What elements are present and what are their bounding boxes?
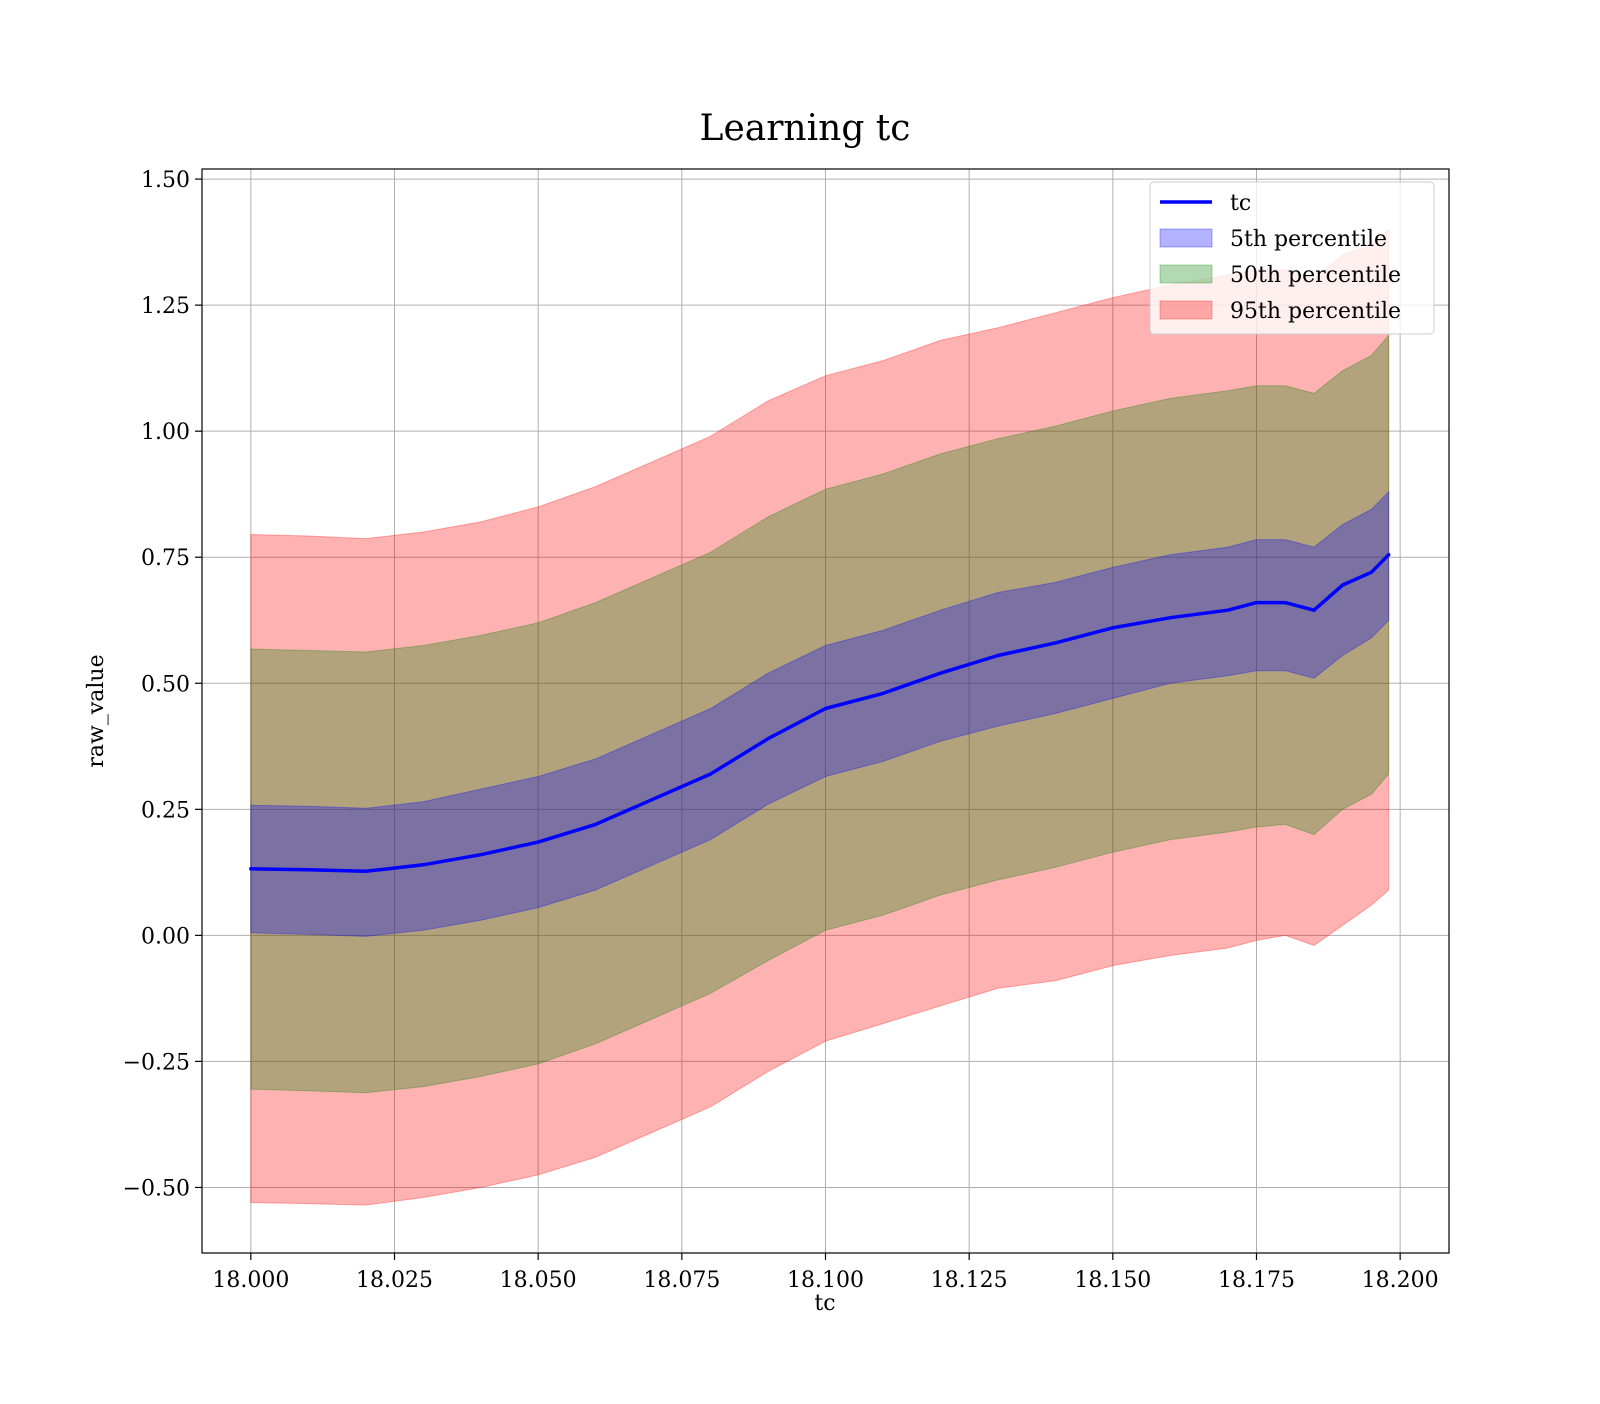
x-tick-label: 18.200 [1362, 1268, 1439, 1293]
band-50th-percentile [250, 334, 1390, 1094]
x-tick-label: 18.025 [356, 1268, 433, 1293]
y-tick-label: 1.25 [141, 294, 190, 319]
chart-legend: tc 5th percentile 50th percentile 95th perc… [1149, 181, 1435, 335]
y-axis-ticks: −0.50 −0.25 0.00 0.25 0.50 0.75 1.00 1.25 1.50 [123, 168, 202, 1201]
legend-label-95th-percentile: 95th percentile [1230, 299, 1401, 324]
legend-label-tc: tc [1230, 191, 1251, 216]
x-tick-label: 18.175 [1218, 1268, 1295, 1293]
band-5th-percentile [250, 490, 1390, 937]
x-axis-label: tc [814, 1291, 835, 1316]
y-tick-label: 0.00 [141, 924, 190, 949]
x-tick-label: 18.150 [1074, 1268, 1151, 1293]
x-tick-label: 18.000 [212, 1268, 289, 1293]
x-tick-label: 18.125 [931, 1268, 1008, 1293]
y-axis-label: raw_value [84, 654, 109, 767]
y-tick-label: 0.75 [141, 546, 190, 571]
x-axis-ticks: 18.000 18.025 18.050 18.075 18.100 18.125 18.1… [212, 1253, 1439, 1293]
y-tick-label: 1.00 [141, 420, 190, 445]
x-tick-label: 18.075 [643, 1268, 720, 1293]
y-tick-label: −0.50 [123, 1176, 190, 1201]
legend-label-50th-percentile: 50th percentile [1230, 263, 1401, 288]
legend-box [1149, 181, 1435, 335]
band-95th-percentile [250, 228, 1390, 1206]
y-tick-label: 0.25 [141, 798, 190, 823]
y-tick-label: −0.25 [123, 1050, 190, 1075]
legend-label-5th-percentile: 5th percentile [1230, 227, 1387, 252]
y-tick-label: 1.50 [141, 168, 190, 193]
grid-lines [202, 169, 1449, 1253]
x-tick-label: 18.100 [787, 1268, 864, 1293]
legend-swatch-50th-percentile [1159, 264, 1213, 284]
legend-swatch-5th-percentile [1159, 228, 1213, 248]
percentile-bands [250, 228, 1390, 1206]
x-tick-label: 18.050 [500, 1268, 577, 1293]
series-line-tc [249, 552, 1391, 874]
legend-swatch-95th-percentile [1159, 300, 1213, 320]
y-tick-label: 0.50 [141, 672, 190, 697]
chart-title: Learning tc [700, 108, 911, 149]
series-lines [249, 552, 1391, 874]
